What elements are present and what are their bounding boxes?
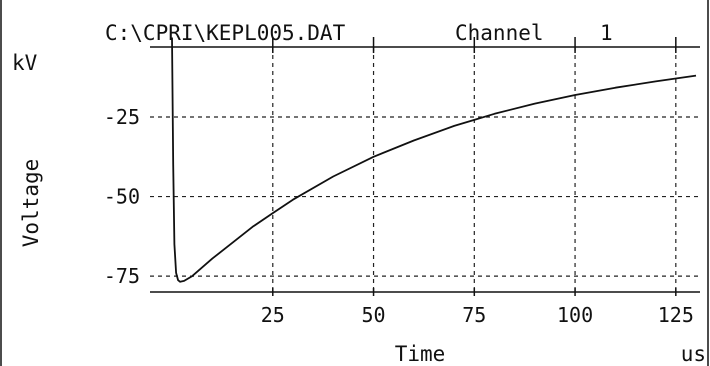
y-tick-label: -25 (104, 105, 140, 129)
channel-number: 1 (600, 21, 613, 45)
x-tick-label: 25 (261, 303, 285, 327)
channel-label: Channel (455, 21, 544, 45)
x-axis-label: Time (395, 342, 446, 366)
y-unit-label: kV (12, 51, 38, 75)
x-tick-label: 125 (658, 303, 694, 327)
y-tick-label: -50 (104, 185, 140, 209)
tick-labels: 25 50 75 100 125 -25 -50 -75 (104, 105, 694, 327)
y-axis-label: Voltage (19, 159, 43, 248)
grid-layer (150, 47, 700, 292)
x-unit-label: us (681, 342, 706, 366)
y-tick-label: -75 (104, 264, 140, 288)
x-tick-label: 75 (462, 303, 486, 327)
series-layer (171, 37, 697, 283)
voltage-series-line (171, 37, 697, 283)
x-tick-label: 100 (557, 303, 593, 327)
x-tick-label: 50 (361, 303, 385, 327)
chart-title: C:\CPRI\KEPL005.DAT (105, 21, 346, 45)
